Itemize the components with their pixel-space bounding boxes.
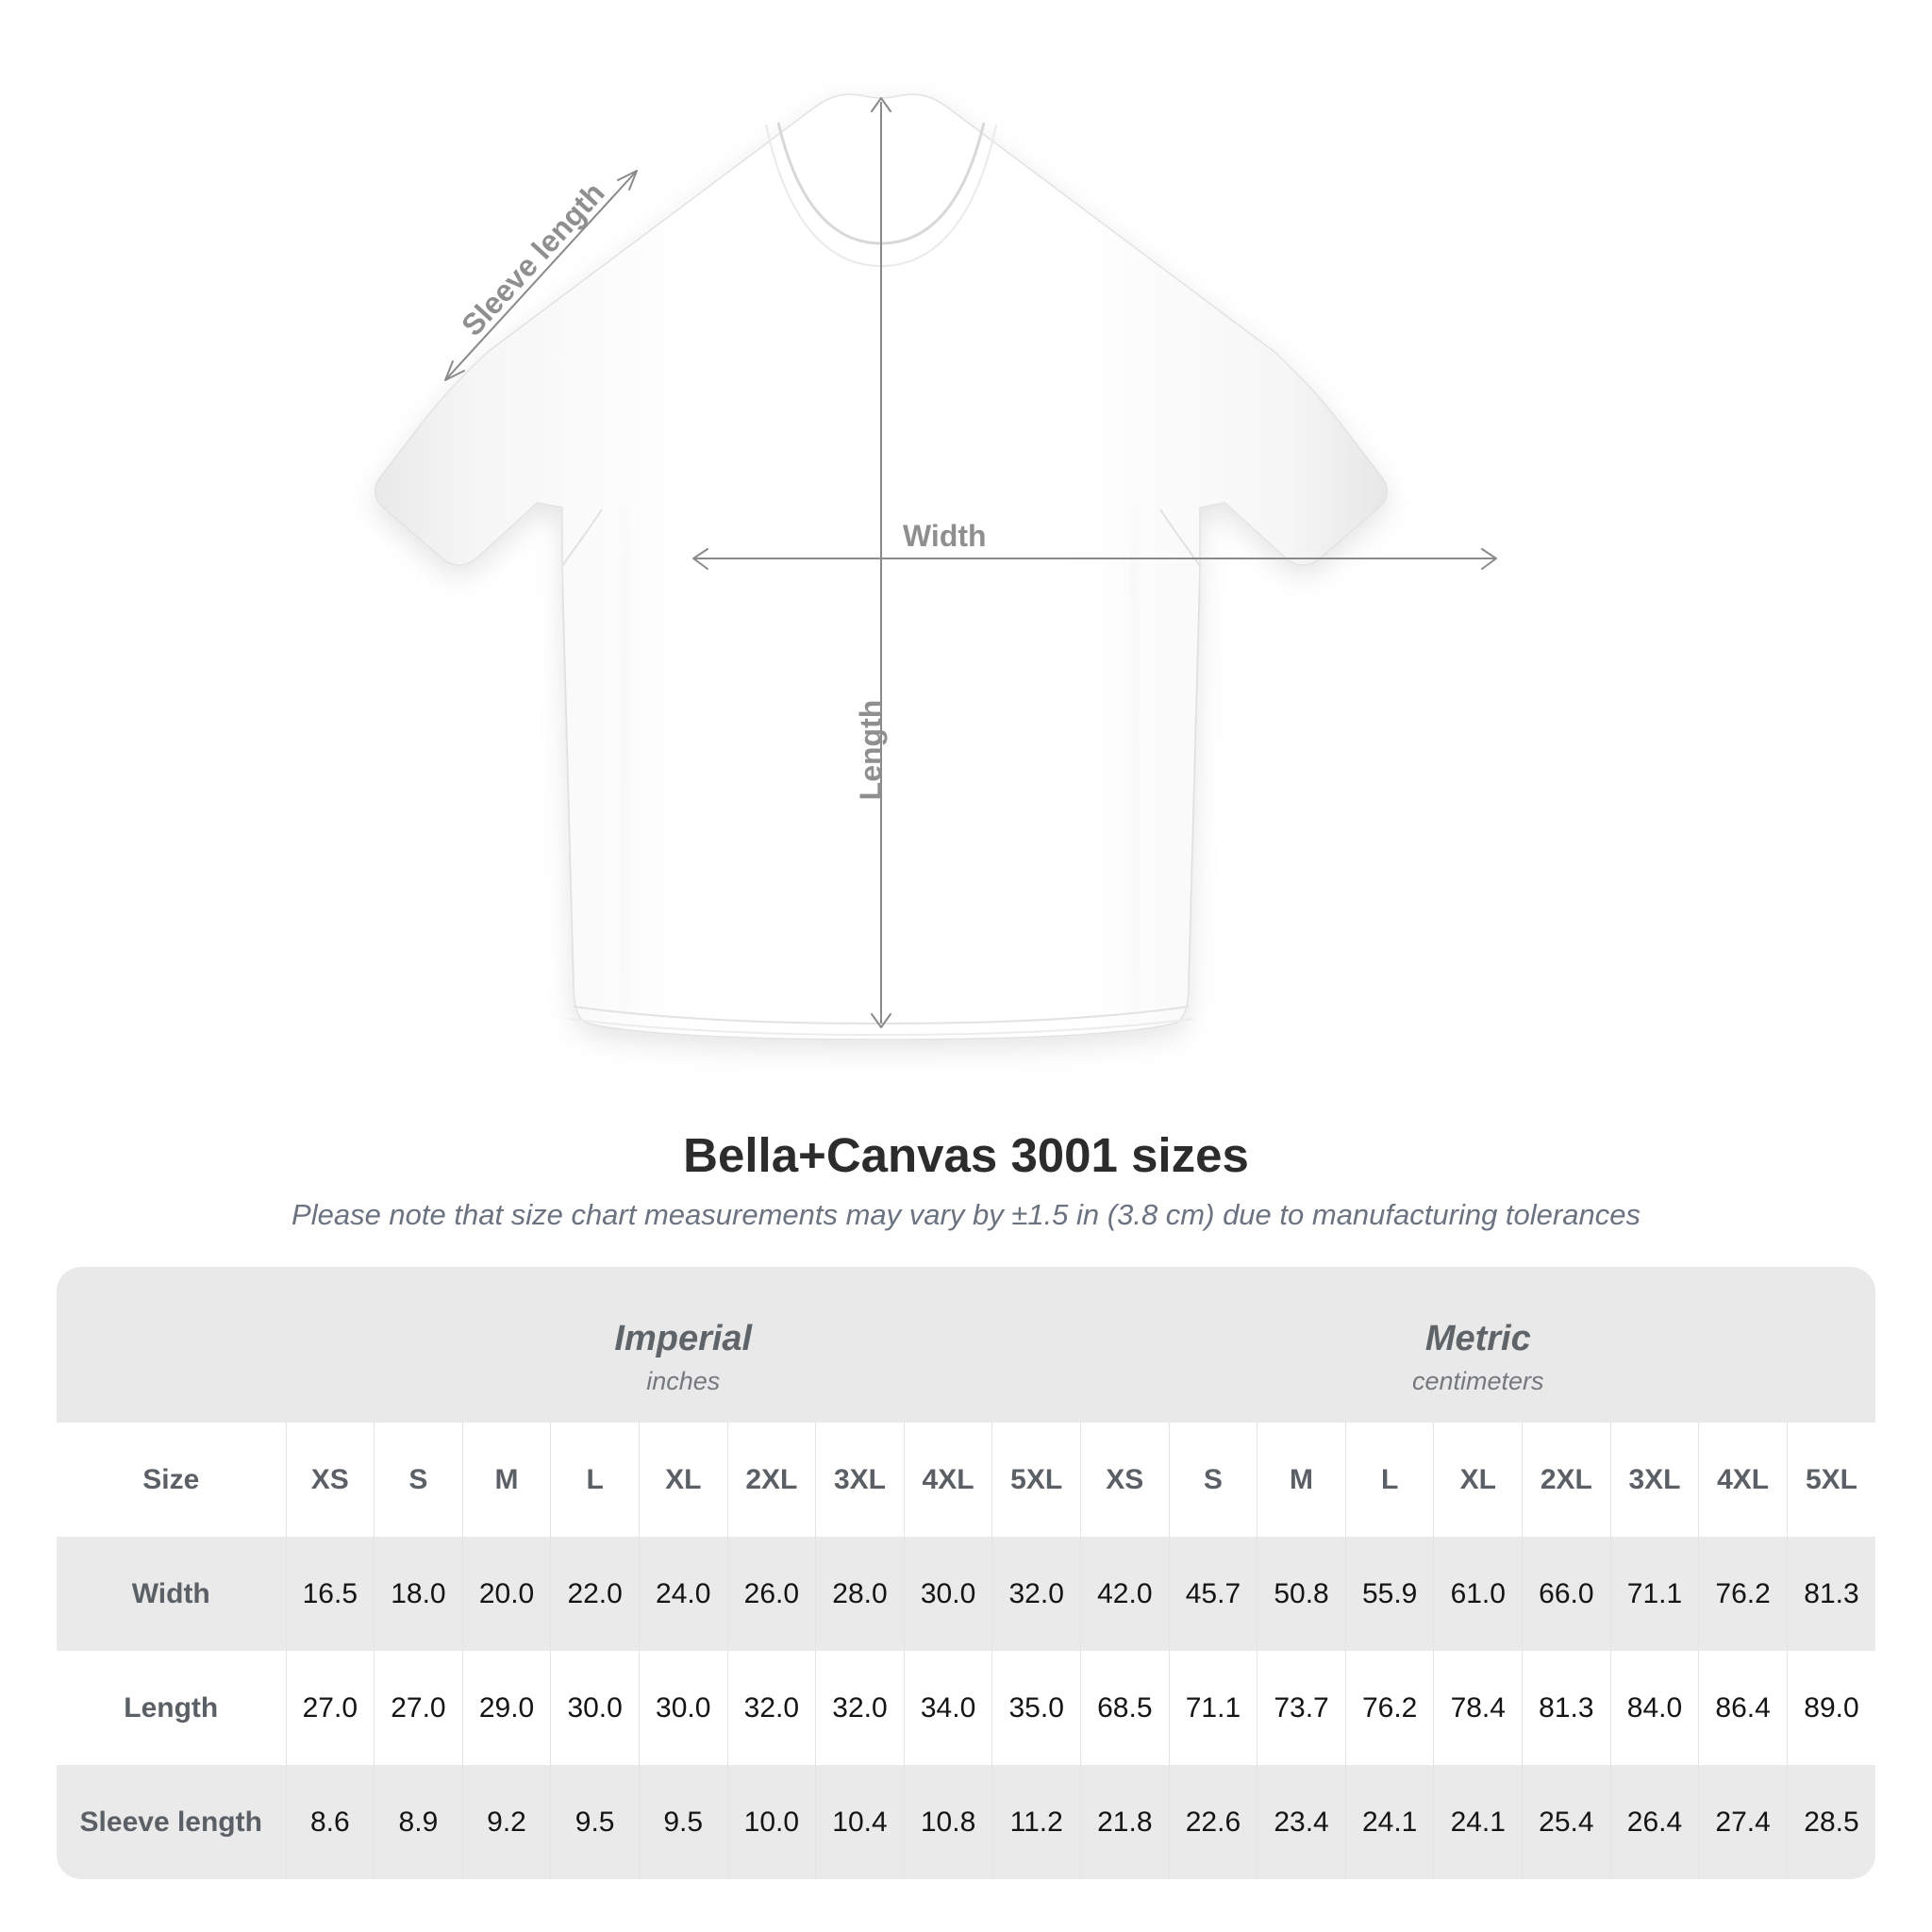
svg-text:Length: Length: [854, 700, 888, 801]
svg-text:Width: Width: [903, 519, 987, 553]
